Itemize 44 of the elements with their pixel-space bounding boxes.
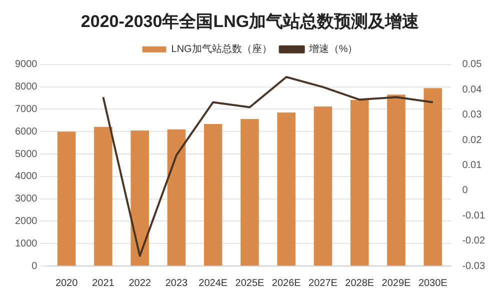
y2-tick-label: 0.05 — [462, 59, 482, 70]
x-tick-label: 2020 — [55, 278, 78, 289]
y2-tick-label: 0.02 — [462, 134, 482, 146]
bar — [130, 130, 149, 266]
y2-tick-label: 0.03 — [462, 110, 482, 121]
y2-tick-label: 0 — [462, 185, 468, 196]
y-tick-label: 9000 — [14, 59, 38, 70]
x-tick-label: 2026E — [272, 278, 302, 289]
bar — [240, 119, 259, 266]
y-tick-label: 5000 — [14, 148, 38, 160]
legend-label: LNG加气站总数（座） — [171, 43, 272, 56]
y2-tick-label: 0.01 — [462, 160, 482, 171]
y-tick-label: 4000 — [14, 171, 38, 182]
y-tick-label: 3000 — [14, 194, 38, 205]
bar — [204, 124, 222, 266]
y-tick-label: 2000 — [14, 216, 38, 227]
y-tick-label: 8000 — [14, 82, 38, 93]
bar — [387, 94, 406, 266]
x-tick-label: 2027E — [308, 278, 338, 289]
x-tick-label: 2025E — [235, 278, 265, 289]
chart-title: 2020-2030年全国LNG加气站总数预测及增速 — [80, 12, 420, 31]
x-tick-label: 2022 — [128, 278, 152, 289]
bar — [424, 88, 442, 266]
y2-tick-label: -0.02 — [462, 236, 486, 247]
x-tick-label: 2021 — [92, 278, 115, 289]
x-tick-label: 2028E — [345, 278, 374, 289]
y-tick-label: 0 — [32, 260, 38, 272]
bar — [57, 132, 76, 266]
bar — [167, 129, 186, 266]
bar — [94, 126, 112, 266]
bar — [350, 100, 369, 266]
bar — [277, 112, 296, 266]
y-tick-label: 1000 — [14, 238, 38, 250]
y-tick-label: 7000 — [14, 104, 38, 115]
bar — [314, 106, 332, 266]
x-tick-label: 2023 — [165, 278, 188, 289]
x-tick-label: 2024E — [198, 278, 228, 289]
y2-tick-label: -0.01 — [462, 210, 486, 222]
x-tick-label: 2030E — [418, 278, 448, 289]
y2-tick-label: -0.03 — [462, 260, 486, 272]
y2-tick-label: 0.04 — [462, 84, 482, 96]
legend-label: 增速（%） — [308, 43, 358, 56]
x-tick-label: 2029E — [382, 278, 412, 289]
y-tick-label: 6000 — [14, 126, 38, 138]
